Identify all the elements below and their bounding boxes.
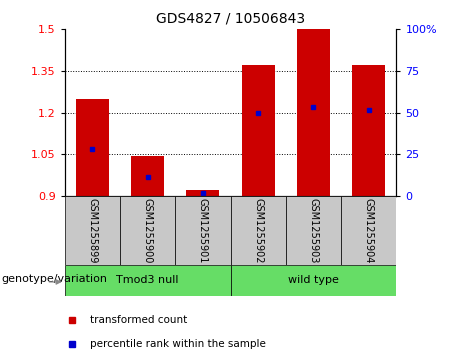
Text: GSM1255899: GSM1255899 <box>87 198 97 264</box>
Text: percentile rank within the sample: percentile rank within the sample <box>90 339 266 349</box>
Bar <box>131 156 164 196</box>
Text: GSM1255904: GSM1255904 <box>364 198 374 264</box>
Title: GDS4827 / 10506843: GDS4827 / 10506843 <box>156 11 305 25</box>
Bar <box>175 196 230 265</box>
Bar <box>242 65 275 196</box>
Text: GSM1255903: GSM1255903 <box>308 198 319 264</box>
Bar <box>186 191 219 196</box>
Bar <box>352 65 385 196</box>
Text: GSM1255901: GSM1255901 <box>198 198 208 264</box>
Bar <box>230 265 396 296</box>
Bar <box>297 29 330 196</box>
Bar <box>76 99 109 196</box>
Text: wild type: wild type <box>288 276 339 285</box>
Text: GSM1255902: GSM1255902 <box>253 198 263 264</box>
Text: GSM1255900: GSM1255900 <box>142 198 153 264</box>
Text: genotype/variation: genotype/variation <box>1 274 107 284</box>
Bar <box>286 196 341 265</box>
Bar <box>65 265 230 296</box>
Text: Tmod3 null: Tmod3 null <box>116 276 179 285</box>
Bar <box>120 196 175 265</box>
Bar <box>230 196 286 265</box>
Bar <box>65 196 120 265</box>
Text: transformed count: transformed count <box>90 315 188 325</box>
Bar <box>341 196 396 265</box>
